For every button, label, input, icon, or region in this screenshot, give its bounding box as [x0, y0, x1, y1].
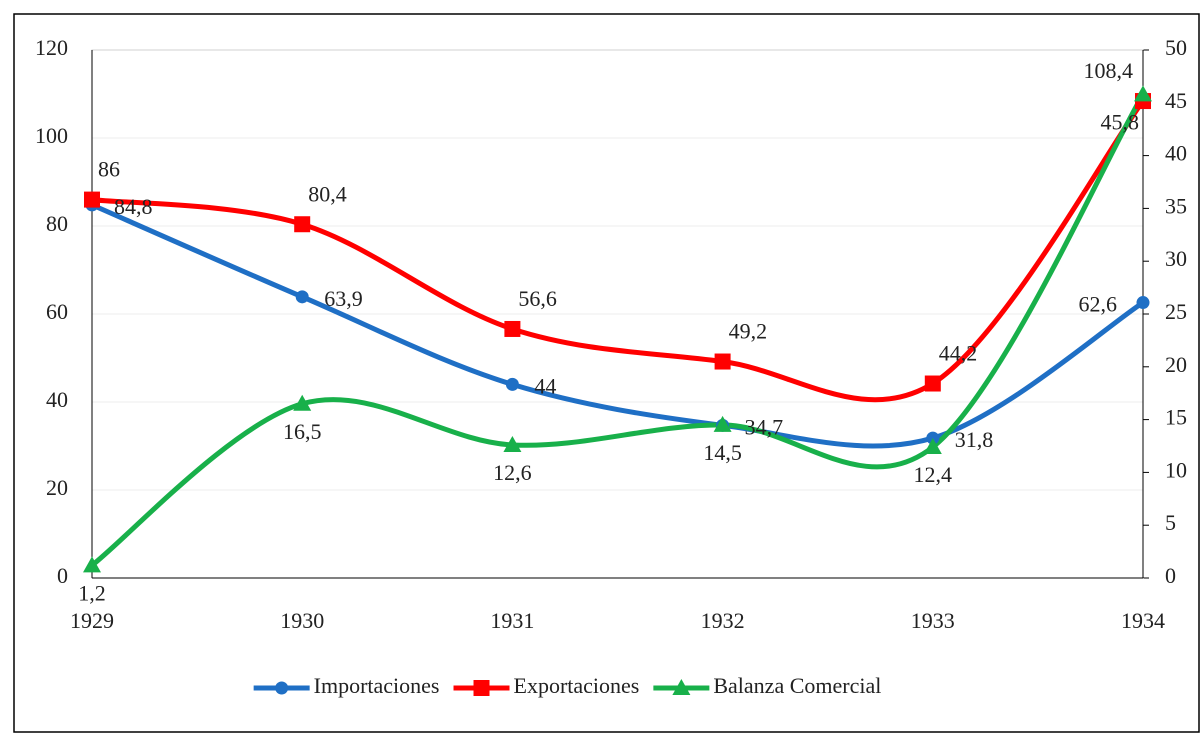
data-label: 62,6: [1079, 292, 1118, 317]
chart-border: [13, 13, 1200, 733]
data-label: 63,9: [324, 286, 363, 311]
data-label: 86: [98, 157, 120, 182]
x-tick-label: 1934: [1121, 608, 1165, 633]
data-label: 108,4: [1084, 58, 1134, 83]
x-tick-label: 1933: [911, 608, 955, 633]
y2-tick-label: 20: [1165, 352, 1187, 377]
data-label: 44,2: [939, 341, 978, 366]
data-label: 44: [534, 373, 556, 398]
point: [713, 415, 732, 432]
data-label: 14,5: [703, 440, 742, 465]
y2-tick-label: 50: [1165, 35, 1187, 60]
data-label: 49,2: [729, 319, 768, 344]
series-line: [90, 202, 1145, 449]
point: [923, 438, 942, 455]
x-tick-label: 1931: [490, 608, 534, 633]
legend-marker: [672, 679, 691, 695]
data-label: 34,7: [745, 414, 784, 439]
legend-label: Importaciones: [314, 673, 440, 698]
y-tick-label: 80: [46, 211, 68, 236]
y2-tick-label: 15: [1165, 405, 1187, 430]
legend-label: Balanza Comercial: [713, 673, 881, 698]
legend: Importaciones Exportaciones Balanza Comerc…: [253, 673, 881, 698]
x-tick-label: 1929: [70, 608, 114, 633]
legend-label: Exportaciones: [514, 673, 640, 698]
y-tick-label: 40: [46, 387, 68, 412]
y-tick-label: 60: [46, 299, 68, 324]
data-label: 12,6: [493, 460, 532, 485]
y-tick-label: 100: [35, 123, 68, 148]
x-tick-label: 1932: [701, 608, 745, 633]
y-tick-label: 120: [35, 35, 68, 60]
point: [84, 191, 100, 208]
point: [505, 377, 519, 391]
y2-tick-label: 40: [1165, 141, 1187, 166]
point: [503, 435, 522, 452]
data-label: 80,4: [308, 181, 347, 206]
data-label: 31,8: [955, 427, 994, 452]
data-label: 84,8: [114, 194, 153, 219]
point: [714, 353, 731, 370]
point: [924, 375, 941, 392]
data-label: 1,2: [78, 580, 106, 605]
y2-tick-label: 30: [1165, 246, 1187, 271]
point: [1134, 85, 1152, 102]
legend-marker: [473, 680, 490, 696]
y-tick-label: 0: [57, 563, 68, 588]
point: [294, 216, 311, 233]
y2-tick-label: 0: [1165, 563, 1176, 588]
point: [295, 290, 309, 304]
series-line: [90, 93, 1146, 568]
data-label: 56,6: [518, 286, 557, 311]
data-label: 12,4: [914, 462, 953, 487]
y2-tick-label: 5: [1165, 510, 1176, 535]
point: [1136, 296, 1150, 310]
legend-marker: [275, 681, 289, 695]
data-label: 45,8: [1101, 109, 1140, 134]
point: [293, 394, 312, 411]
y-tick-label: 20: [46, 475, 68, 500]
y2-tick-label: 25: [1165, 299, 1187, 324]
data-label: 16,5: [283, 419, 322, 444]
y2-tick-label: 45: [1165, 88, 1187, 113]
point: [504, 320, 521, 337]
x-tick-label: 1930: [280, 608, 324, 633]
y2-tick-label: 35: [1165, 193, 1187, 218]
y2-tick-label: 10: [1165, 457, 1187, 482]
series-line: [91, 99, 1146, 403]
point: [83, 556, 101, 573]
